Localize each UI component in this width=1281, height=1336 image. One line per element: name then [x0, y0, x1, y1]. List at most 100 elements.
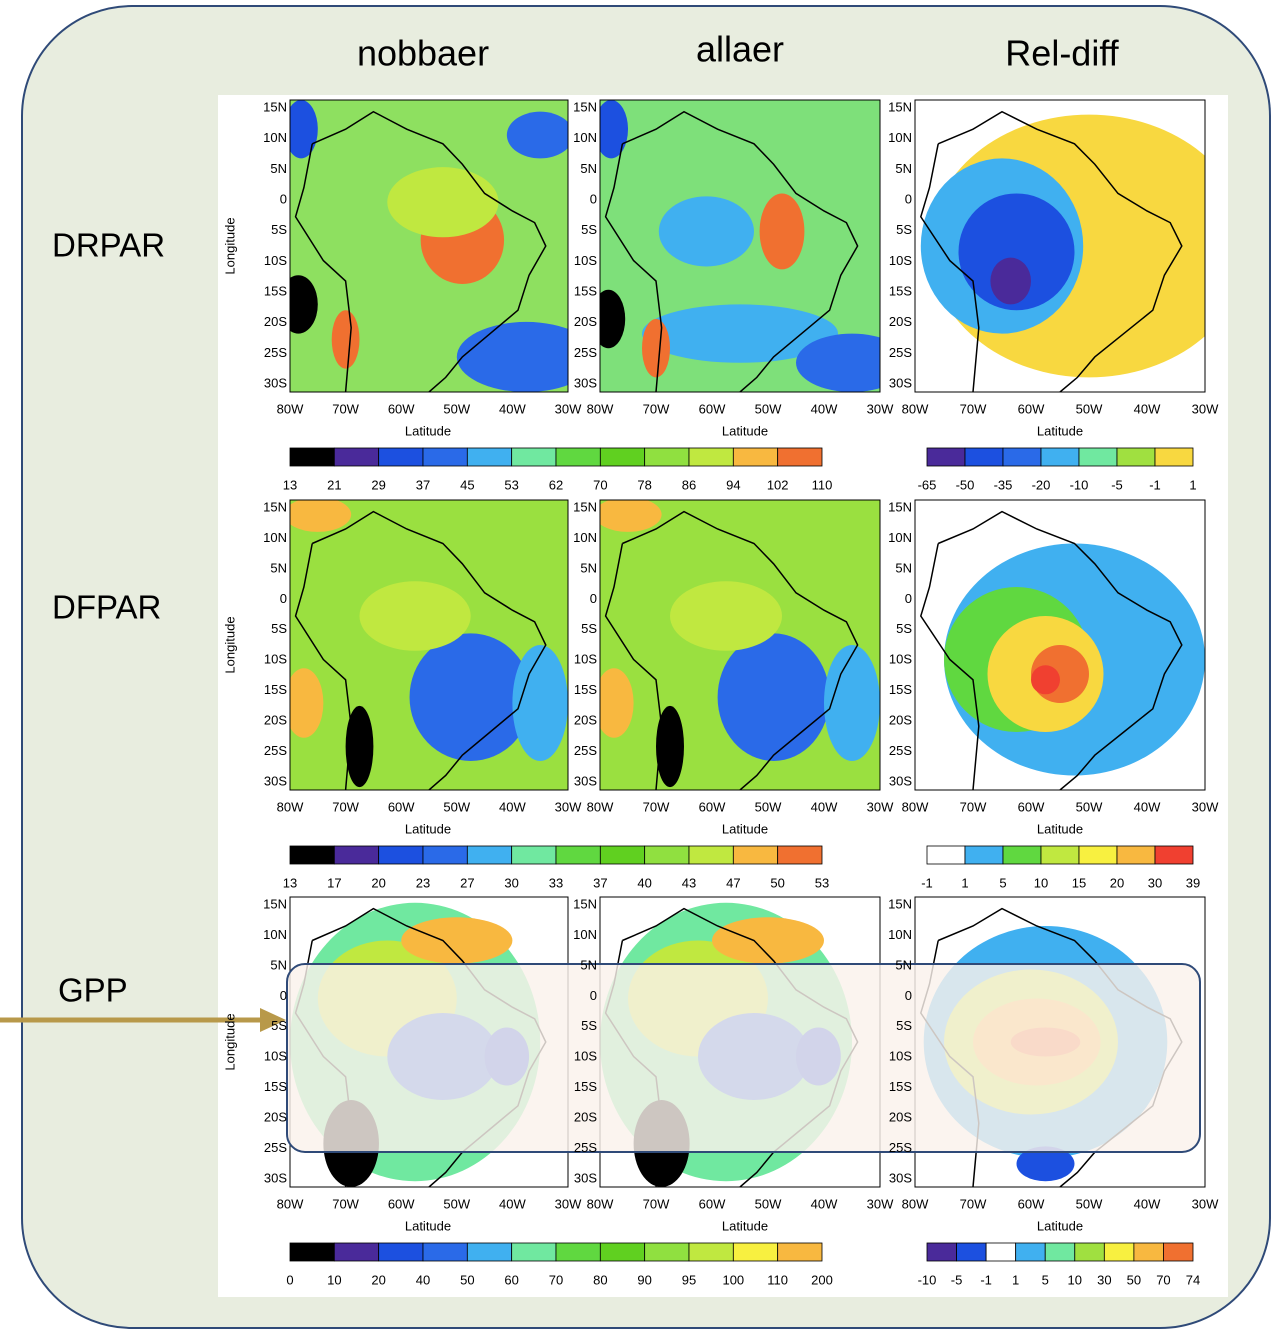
coastline — [937, 110, 1183, 392]
colorbar-label: -1 — [921, 875, 933, 890]
colorbar-label: 20 — [371, 875, 385, 890]
colorbar-label: -10 — [918, 1272, 937, 1287]
map-frame — [289, 99, 569, 393]
colorbar-label: -5 — [951, 1272, 963, 1287]
y-tick-label: 20S — [574, 314, 597, 329]
x-tick-label: 60W — [699, 799, 726, 814]
colorbar-box — [422, 845, 468, 865]
y-tick-label: 5N — [270, 957, 287, 972]
colorbar-label: 23 — [416, 875, 430, 890]
coastline — [311, 110, 547, 392]
map-field — [506, 111, 568, 159]
colorbar-label: 39 — [1186, 875, 1200, 890]
x-axis-title: Latitude — [722, 1218, 768, 1233]
x-tick-label: 40W — [1134, 1196, 1161, 1211]
x-tick-label: 60W — [1018, 1196, 1045, 1211]
colorbar-box — [378, 845, 424, 865]
y-tick-label: 25S — [889, 743, 912, 758]
map-field — [600, 500, 662, 532]
colorbar-label: 33 — [549, 875, 563, 890]
colorbar-box — [1116, 447, 1156, 467]
colorbar-box — [1116, 845, 1156, 865]
y-tick-label: 25S — [574, 1140, 597, 1155]
colorbar-box — [555, 1242, 601, 1262]
colorbar-label: 70 — [1156, 1272, 1170, 1287]
y-tick-label: 5S — [271, 621, 287, 636]
column-header: nobbaer — [357, 33, 489, 74]
colorbar-box — [644, 1242, 690, 1262]
colorbar-label: 20 — [1110, 875, 1124, 890]
colorbar-label: 21 — [327, 477, 341, 492]
colorbar-box — [1154, 845, 1194, 865]
colorbar-label: 62 — [549, 477, 563, 492]
colorbar-box — [422, 447, 468, 467]
x-tick-label: 40W — [811, 799, 838, 814]
y-tick-label: 0 — [905, 591, 912, 606]
colorbar-box — [777, 447, 823, 467]
x-tick-label: 50W — [443, 799, 470, 814]
y-axis-title: Longitude — [222, 616, 237, 673]
colorbar-label: -50 — [956, 477, 975, 492]
x-tick-label: 40W — [1134, 401, 1161, 416]
colorbar-box — [688, 1242, 734, 1262]
column-header: allaer — [696, 29, 784, 70]
map-field — [712, 917, 824, 964]
x-tick-label: 70W — [332, 401, 359, 416]
x-tick-label: 30W — [1192, 1196, 1219, 1211]
y-tick-label: 5N — [895, 957, 912, 972]
column-header: Rel-diff — [1005, 33, 1119, 74]
colorbar-box — [289, 447, 335, 467]
y-tick-label: 10N — [888, 130, 912, 145]
y-tick-label: 10S — [889, 253, 912, 268]
map-field — [345, 705, 374, 788]
colorbar-label: 40 — [416, 1272, 430, 1287]
y-tick-label: 0 — [905, 988, 912, 1003]
colorbar-label: 60 — [504, 1272, 518, 1287]
y-tick-label: 5N — [580, 560, 597, 575]
y-tick-label: 15S — [574, 682, 597, 697]
coastline — [622, 510, 859, 790]
y-tick-label: 5S — [896, 621, 912, 636]
colorbar-box — [378, 1242, 424, 1262]
colorbar-box — [732, 447, 779, 467]
y-tick-label: 10S — [574, 253, 597, 268]
x-tick-label: 50W — [1076, 1196, 1103, 1211]
x-tick-label: 50W — [755, 401, 782, 416]
y-tick-label: 15N — [263, 99, 287, 114]
y-tick-label: 10S — [264, 1049, 287, 1064]
y-tick-label: 10N — [263, 927, 287, 942]
y-tick-label: 30S — [264, 1170, 287, 1185]
y-tick-label: 15N — [573, 896, 597, 911]
colorbar-box — [644, 845, 690, 865]
y-tick-label: 5N — [895, 560, 912, 575]
x-axis-title: Latitude — [405, 423, 451, 438]
labels: 80W 70W 60W 50W 40W 30W15N10N5N05S10S15S20S25… — [222, 99, 1219, 1287]
y-tick-label: 30S — [889, 773, 912, 788]
colorbar-label: 29 — [371, 477, 385, 492]
colorbar-label: 53 — [815, 875, 829, 890]
colorbar-label: 15 — [1072, 875, 1086, 890]
y-tick-label: 15S — [574, 283, 597, 298]
coastline — [294, 543, 352, 790]
colorbar-label: 10 — [1068, 1272, 1082, 1287]
map-field — [1031, 665, 1060, 695]
map-field — [290, 100, 318, 159]
colorbar-label: -20 — [1032, 477, 1051, 492]
y-tick-label: 5S — [271, 222, 287, 237]
y-tick-label: 20S — [889, 713, 912, 728]
y-tick-label: 30S — [574, 1170, 597, 1185]
colorbar-label: 30 — [1148, 875, 1162, 890]
colorbar-label: 30 — [1097, 1272, 1111, 1287]
map-frame — [914, 99, 1206, 393]
y-tick-label: 15N — [263, 499, 287, 514]
y-tick-label: 15S — [889, 283, 912, 298]
x-tick-label: 60W — [1018, 799, 1045, 814]
y-tick-label: 15N — [888, 896, 912, 911]
x-tick-label: 30W — [1192, 401, 1219, 416]
map-field — [824, 645, 880, 761]
coastline — [919, 543, 980, 790]
colorbar-box — [599, 1242, 646, 1262]
x-tick-label: 50W — [1076, 401, 1103, 416]
row-label: DFPAR — [52, 589, 161, 626]
